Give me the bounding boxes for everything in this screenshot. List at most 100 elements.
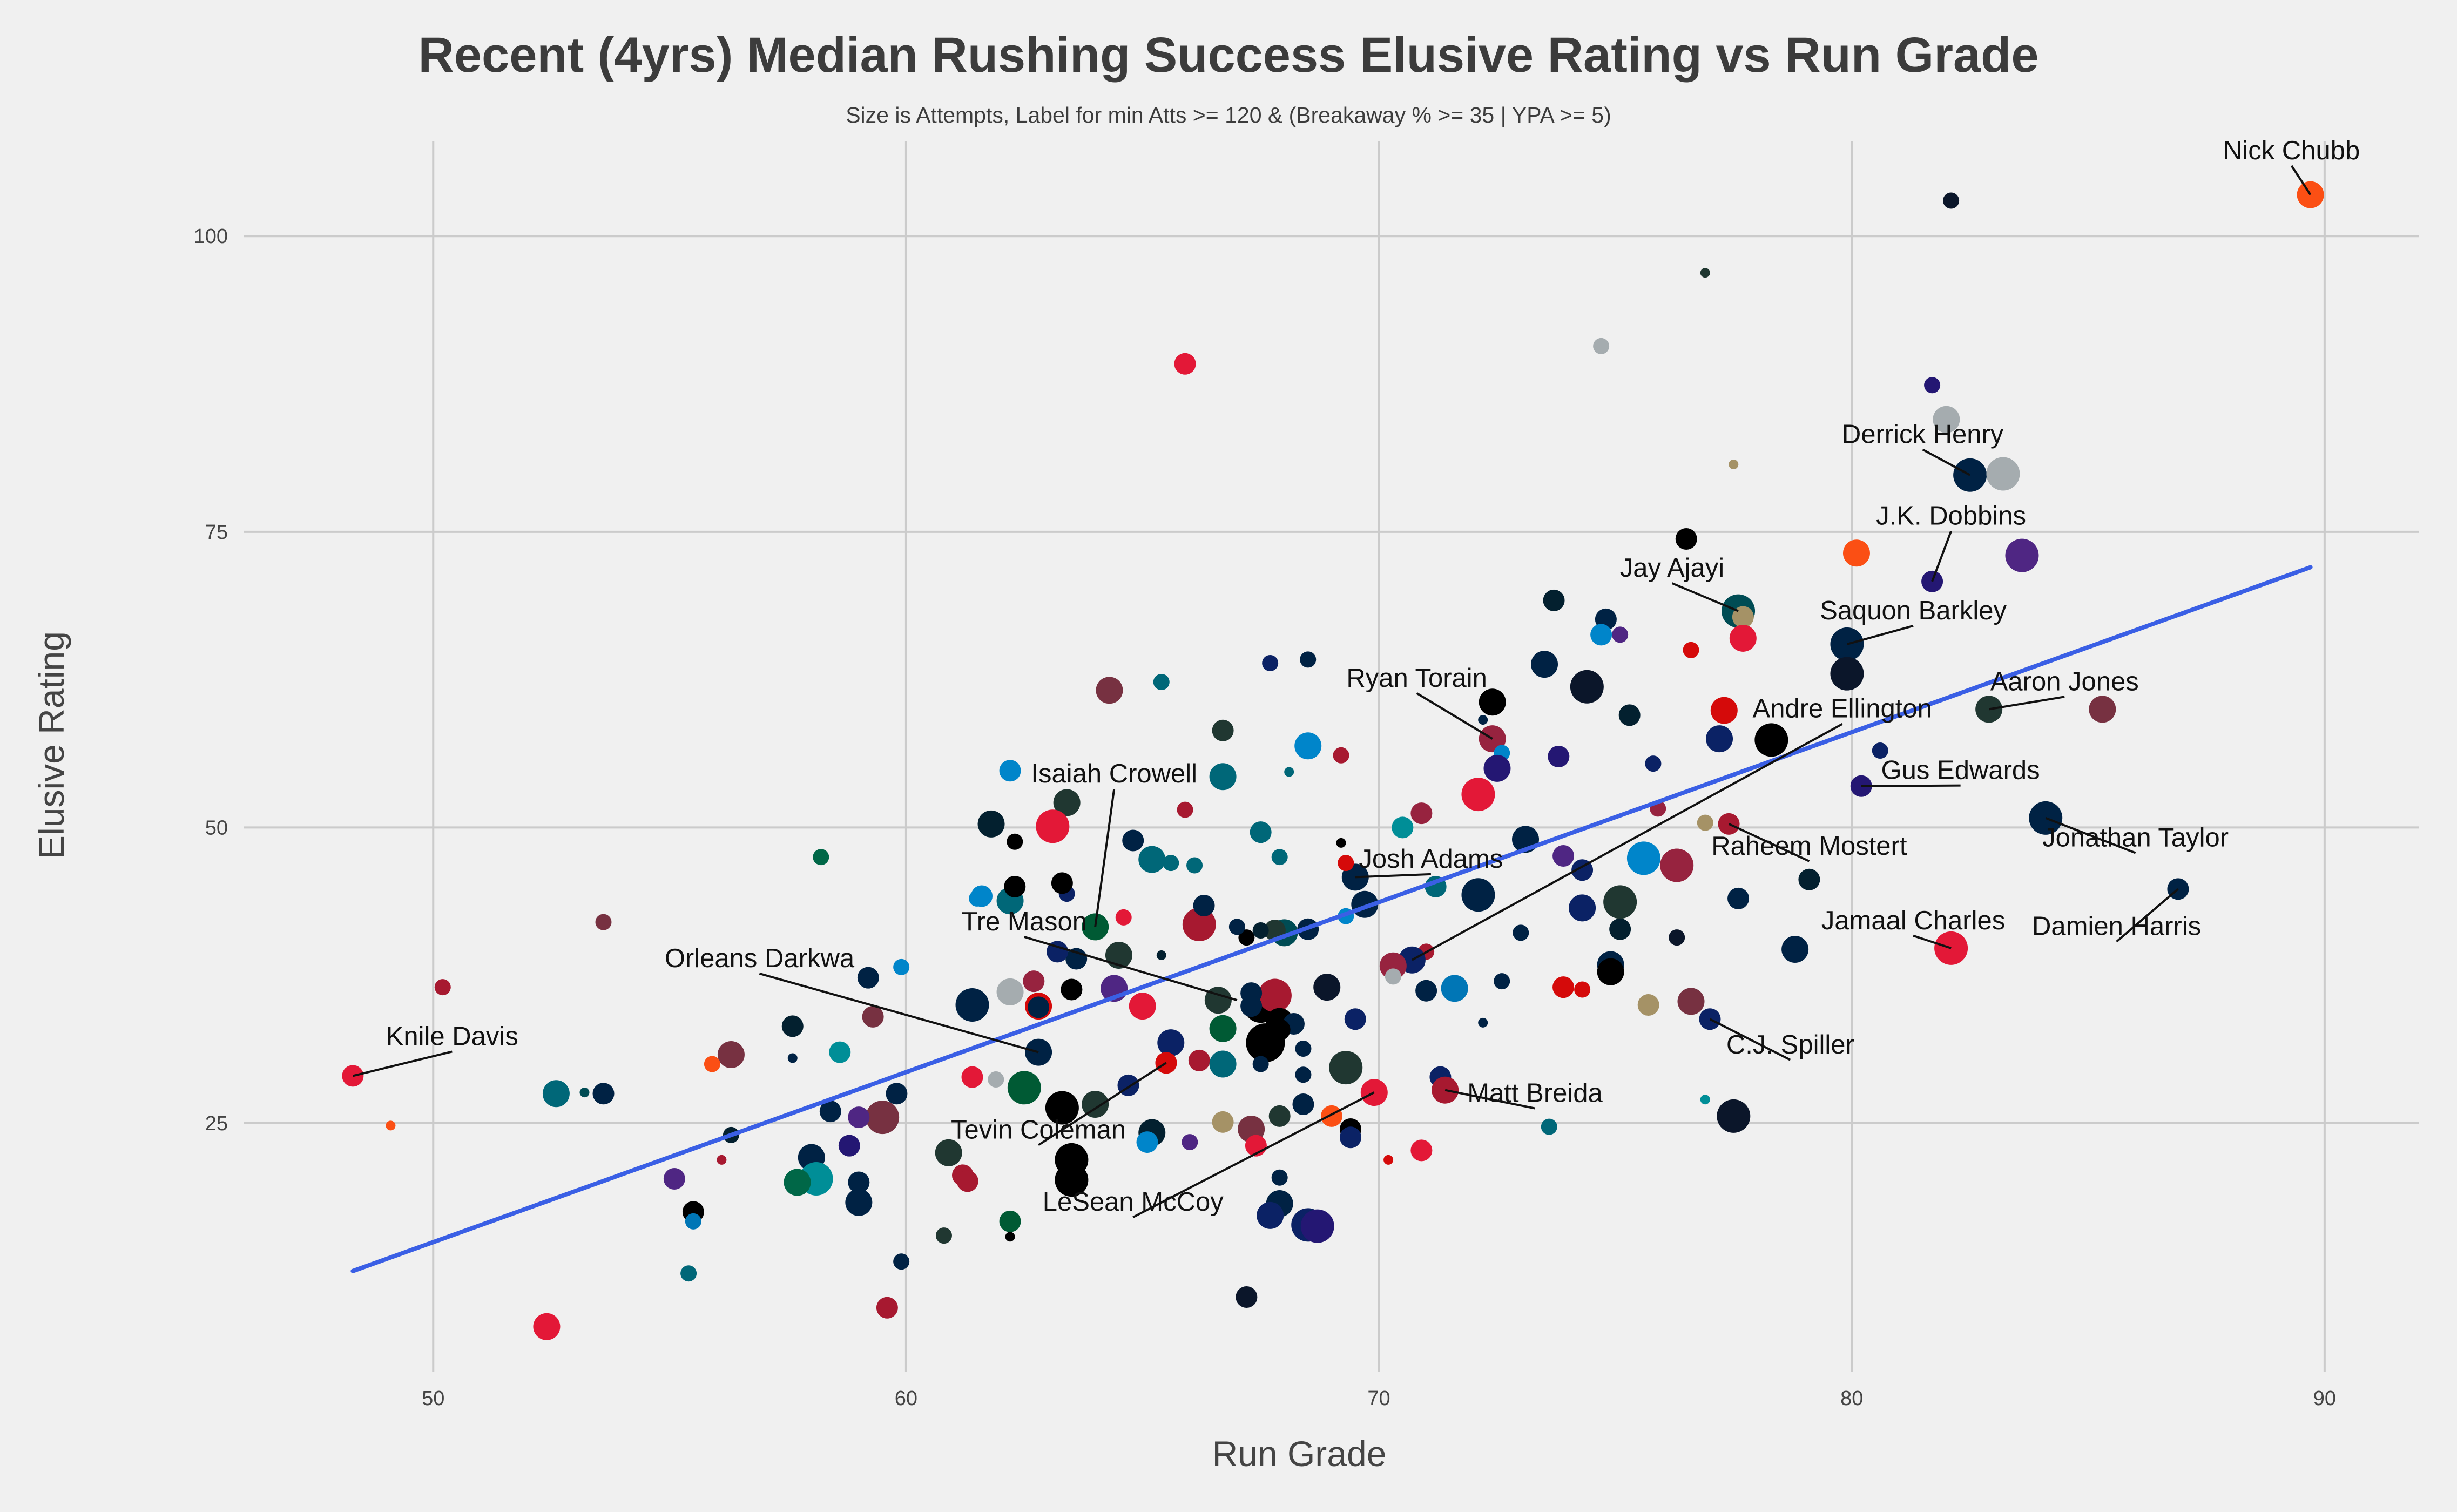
data-point — [1186, 857, 1203, 874]
data-point — [1061, 978, 1083, 1001]
data-point — [1182, 908, 1216, 942]
annotation-label: Aaron Jones — [1990, 667, 2139, 696]
data-point — [1153, 674, 1170, 691]
annotation-label: Knile Davis — [386, 1022, 518, 1051]
data-point — [1212, 719, 1234, 741]
data-point — [1626, 841, 1660, 875]
data-point — [1683, 642, 1699, 658]
y-tick-label: 75 — [205, 521, 228, 544]
data-point — [717, 1041, 745, 1068]
data-point — [862, 1005, 884, 1028]
data-point — [685, 1213, 701, 1230]
data-point — [2089, 696, 2116, 723]
data-point — [1677, 988, 1705, 1015]
data-point — [838, 1135, 860, 1157]
data-point — [1082, 1090, 1109, 1118]
y-axis-title: Elusive Rating — [31, 631, 71, 859]
annotation-leader-line — [1355, 873, 1431, 879]
data-point — [1383, 1155, 1394, 1165]
data-point — [1096, 677, 1123, 704]
data-point — [996, 978, 1024, 1005]
annotation-leader-line — [1728, 823, 1810, 862]
data-point — [886, 1083, 908, 1105]
data-point — [1986, 457, 2020, 491]
data-point — [876, 1297, 898, 1319]
data-point — [1338, 855, 1354, 872]
data-point — [1047, 941, 1069, 963]
data-point — [1943, 192, 1960, 209]
data-point — [857, 967, 879, 989]
point-annotations: Nick Chubb Derrick Henry J.K. Dobbins Jay A… — [352, 136, 2360, 1218]
data-point — [1548, 746, 1570, 767]
data-point — [1082, 913, 1109, 941]
data-point — [1007, 1071, 1041, 1105]
data-point — [999, 1210, 1021, 1232]
annotation-leader-line — [1038, 1062, 1167, 1146]
annotation-leader-line — [352, 1050, 453, 1077]
data-point — [1023, 970, 1045, 993]
chart-subtitle: Size is Attempts, Label for min Atts >= … — [846, 103, 1611, 127]
data-point — [977, 810, 1005, 838]
trend-line — [350, 565, 2313, 1273]
data-point — [1300, 1209, 1334, 1243]
data-point — [579, 1088, 590, 1098]
data-point — [1830, 657, 1864, 691]
data-point — [1115, 909, 1132, 926]
data-point — [1483, 754, 1511, 782]
annotation-leader-line — [1922, 448, 1971, 476]
data-point — [1182, 1134, 1198, 1151]
data-point — [1441, 975, 1468, 1002]
data-point — [1028, 996, 1050, 1018]
data-point — [1271, 849, 1288, 866]
data-point — [1294, 732, 1322, 760]
annotation-label: J.K. Dobbins — [1876, 502, 2026, 531]
data-point — [1295, 1066, 1312, 1083]
data-point — [893, 959, 910, 975]
data-point — [1593, 338, 1610, 354]
data-point — [1268, 1018, 1291, 1041]
data-point — [1163, 855, 1179, 872]
data-point — [1209, 1015, 1237, 1042]
data-point — [1541, 1118, 1557, 1135]
data-point — [1478, 715, 1488, 725]
annotation-leader-line — [1671, 582, 1739, 612]
annotation-label: Jay Ajayi — [1620, 554, 1724, 583]
data-point — [1729, 624, 1757, 652]
data-point — [866, 1101, 900, 1135]
data-point — [1924, 377, 1941, 394]
data-point — [1609, 918, 1631, 940]
data-point — [1513, 924, 1529, 941]
data-point — [592, 1083, 615, 1105]
data-point — [1007, 833, 1023, 850]
annotation-label: Ryan Torain — [1346, 664, 1487, 693]
data-point — [1193, 894, 1215, 916]
data-point — [1045, 1091, 1079, 1125]
annotation-leader-line — [1846, 624, 1914, 645]
data-point — [1494, 973, 1510, 990]
annotation-leader-line — [2045, 817, 2136, 854]
data-point — [663, 1167, 685, 1190]
data-point — [1122, 829, 1144, 852]
data-point — [1410, 1139, 1433, 1162]
annotation-label: Josh Adams — [1359, 845, 1503, 874]
data-point — [1618, 704, 1641, 726]
x-tick-label: 50 — [422, 1387, 444, 1410]
data-point — [2005, 538, 2039, 572]
data-point — [1842, 539, 1870, 567]
data-point — [1340, 1126, 1362, 1149]
annotation-leader-line — [1931, 530, 1952, 582]
data-point — [1781, 936, 1809, 963]
data-point — [988, 1071, 1004, 1088]
data-point — [595, 914, 612, 930]
data-point — [1284, 767, 1294, 777]
data-point — [1872, 742, 1888, 759]
annotation-leader-line — [759, 972, 1039, 1054]
data-point — [1574, 981, 1591, 998]
data-point — [1136, 1131, 1158, 1153]
axis-ticks: 50 60 70 80 90 25 50 75 100 — [194, 225, 2336, 1410]
x-tick-label: 60 — [895, 1387, 917, 1410]
data-point — [1313, 974, 1341, 1001]
data-point — [1240, 995, 1263, 1017]
annotation-label: Isaiah Crowell — [1031, 759, 1197, 788]
